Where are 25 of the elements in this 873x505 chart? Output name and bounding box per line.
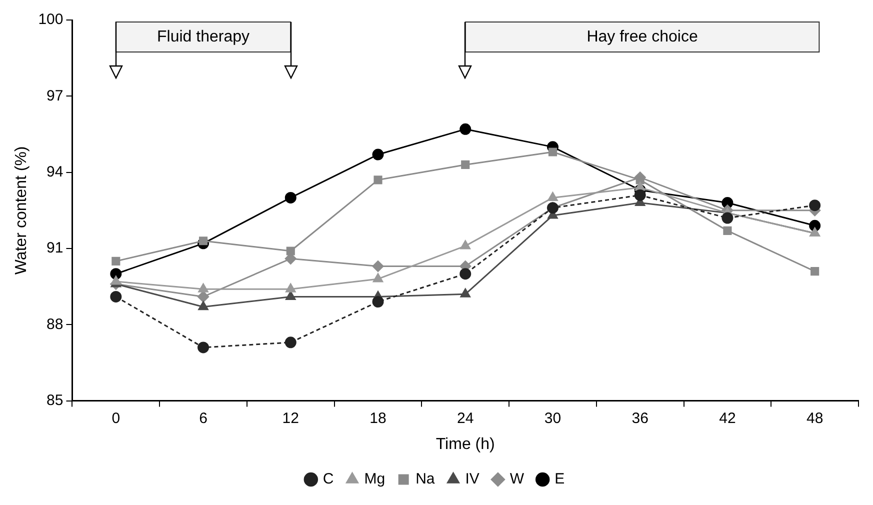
y-tick-label: 97	[46, 87, 64, 104]
legend-label: IV	[465, 470, 480, 488]
x-tick-label: 48	[806, 410, 824, 427]
x-tick-label: 12	[282, 410, 299, 427]
legend-label: Na	[416, 470, 436, 488]
x-tick-label: 24	[457, 410, 474, 427]
band-label: Hay free choice	[586, 28, 698, 46]
legend-label: C	[322, 470, 334, 488]
band-label: Fluid therapy	[157, 28, 250, 46]
legend-label: E	[554, 470, 565, 488]
y-axis-title: Water content (%)	[13, 146, 30, 275]
legend-label: W	[510, 470, 525, 488]
x-tick-label: 30	[544, 410, 562, 427]
x-tick-label: 0	[112, 410, 120, 427]
y-tick-label: 94	[46, 163, 64, 180]
y-tick-label: 88	[46, 316, 64, 333]
x-tick-label: 18	[370, 410, 386, 427]
x-tick-label: 36	[632, 410, 648, 427]
y-tick-label: 85	[46, 392, 64, 409]
y-tick-label: 100	[38, 11, 64, 28]
x-tick-label: 6	[199, 410, 208, 427]
x-axis-title: Time (h)	[436, 436, 495, 453]
x-tick-label: 42	[719, 410, 736, 427]
legend-label: Mg	[364, 470, 386, 488]
y-tick-label: 91	[46, 240, 64, 257]
